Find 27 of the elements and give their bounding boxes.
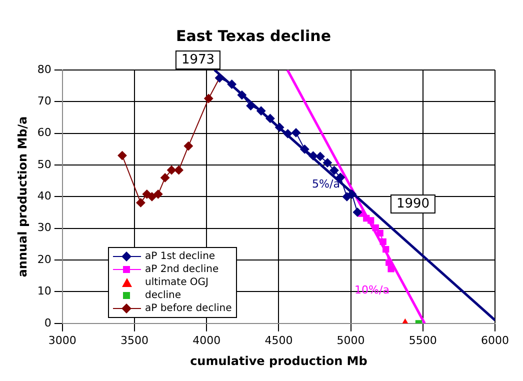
legend-label: ultimate OGJ — [145, 276, 209, 289]
text: 1973 — [175, 50, 221, 70]
annotation: 5%/a — [312, 178, 340, 190]
y-tick-label: 30 — [37, 221, 52, 234]
y-tick-label: 20 — [37, 252, 52, 266]
x-tick-label: 3500 — [120, 334, 148, 347]
legend-label: decline — [145, 289, 182, 302]
y-tick-label: 70 — [37, 94, 52, 108]
x-tick-label: 6000 — [481, 334, 509, 347]
legend-label: aP before decline — [145, 302, 232, 315]
chart-title: East Texas decline — [176, 26, 331, 45]
x-tick-label: 3000 — [48, 334, 76, 347]
x-tick-label: 5000 — [336, 334, 365, 347]
y-tick-label: 40 — [37, 190, 52, 203]
x-tick-label: 4500 — [264, 334, 293, 347]
y-tick-label: 60 — [37, 126, 52, 140]
y-tick-label: 80 — [37, 62, 52, 76]
y-tick-label: 50 — [37, 158, 52, 171]
annotation: 1990 — [390, 194, 436, 214]
legend-label: aP 1st decline — [145, 250, 216, 263]
y-tick-label: 0 — [44, 316, 52, 330]
legend-label: aP 2nd decline — [145, 263, 219, 276]
x-tick-label: 5500 — [408, 334, 437, 347]
x-tick-label: 4000 — [192, 334, 221, 347]
y-tick-label: 10 — [37, 284, 52, 298]
x-axis-title: cumulative production Mb — [190, 354, 368, 368]
y-axis-title: annual production Mb/a — [15, 116, 30, 278]
